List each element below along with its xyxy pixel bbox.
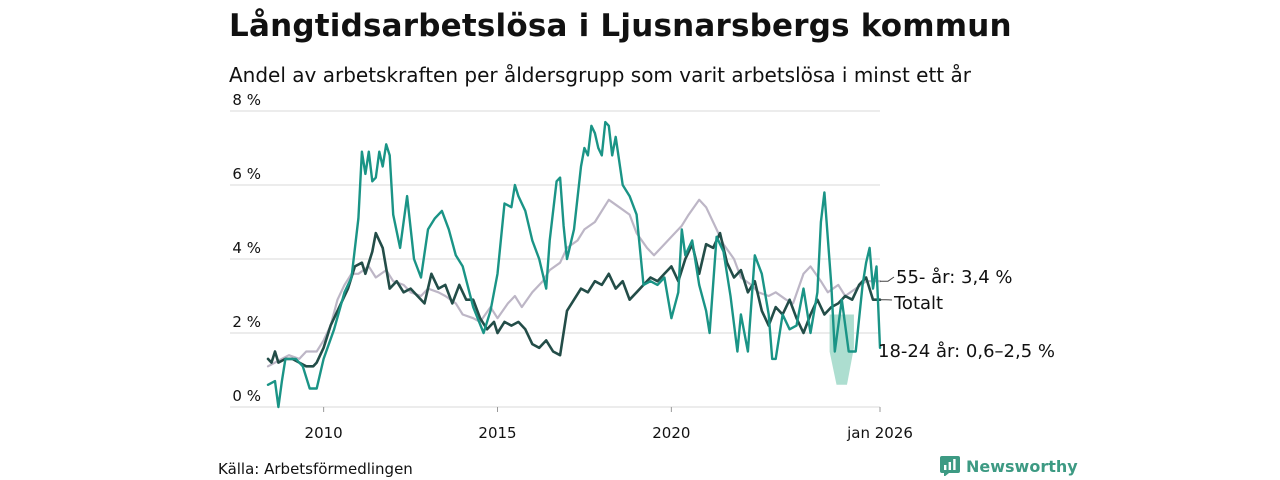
leader-55-plus bbox=[880, 276, 895, 282]
chart-subtitle: Andel av arbetskraften per åldersgrupp s… bbox=[229, 63, 971, 87]
y-tick-label: 4 % bbox=[232, 239, 261, 257]
series-lines bbox=[266, 120, 882, 409]
brand-logo[interactable]: Newsworthy bbox=[940, 456, 1078, 476]
label-18-24: 18-24 år: 0,6–2,5 % bbox=[878, 341, 1055, 362]
y-tick-label: 2 % bbox=[232, 313, 261, 331]
series-18-24-line bbox=[266, 120, 882, 409]
grid-lines bbox=[230, 110, 880, 408]
newsworthy-logo-icon bbox=[940, 456, 960, 476]
x-tick-label: 2020 bbox=[652, 424, 690, 442]
y-tick-label: 6 % bbox=[232, 165, 261, 183]
x-tick-label: jan 2026 bbox=[846, 424, 913, 442]
source-note: Källa: Arbetsförmedlingen bbox=[218, 460, 413, 478]
chart-title: Långtidsarbetslösa i Ljusnarsbergs kommu… bbox=[229, 8, 1012, 44]
label-55-plus: 55- år: 3,4 % bbox=[896, 267, 1012, 288]
end-labels: 55- år: 3,4 % Totalt 18-24 år: 0,6–2,5 % bbox=[878, 267, 1055, 362]
brand-name: Newsworthy bbox=[966, 456, 1078, 476]
axis-labels: 0 % 2 % 4 % 6 % 8 % 2010 2015 2020 jan 2026 bbox=[232, 91, 912, 442]
y-tick-label: 0 % bbox=[232, 387, 261, 405]
series-total-line bbox=[266, 231, 882, 368]
range-bands bbox=[829, 314, 854, 385]
label-total: Totalt bbox=[893, 293, 943, 314]
range-band-18-24 bbox=[829, 314, 854, 385]
x-tick-label: 2010 bbox=[305, 424, 343, 442]
y-tick-label: 8 % bbox=[232, 91, 261, 109]
x-tick-label: 2015 bbox=[478, 424, 516, 442]
